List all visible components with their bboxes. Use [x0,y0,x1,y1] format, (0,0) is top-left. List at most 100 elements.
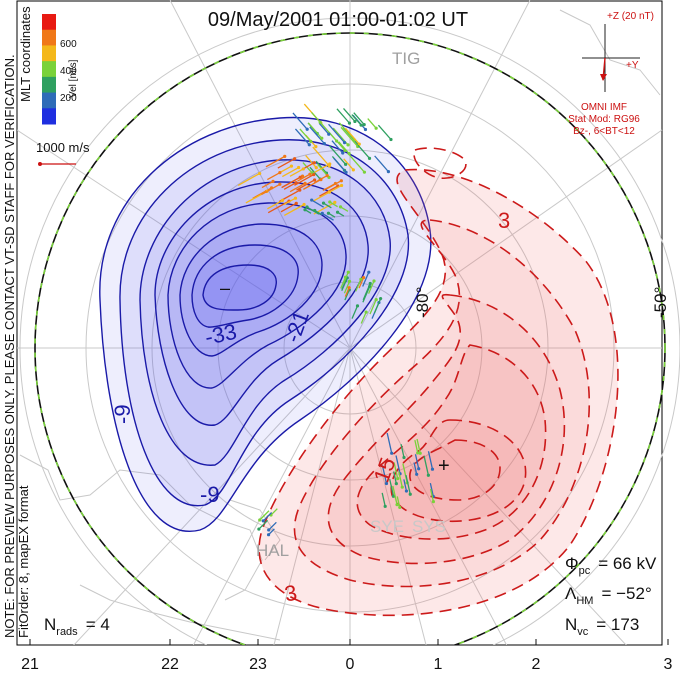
velocity-vector-origin [396,476,400,481]
velocity-vector-origin [312,178,317,182]
velocity-vector [400,443,405,458]
velocity-vector-origin [266,533,271,537]
velocity-vector-origin [283,154,287,158]
velocity-vectors [237,103,436,537]
contour-label-pos-3-top: 3 [498,208,510,233]
velocity-vector-origin [351,168,355,172]
velocity-vector [342,271,349,284]
velocity-vector-origin [367,156,372,160]
velocity-vector [344,289,350,301]
coordinate-label: MLT coordinates [18,6,33,102]
cross-polar-potential: Φpc = 66 kV [565,554,657,577]
velocity-vector-origin [346,270,350,274]
velocity-colorbar [42,14,56,125]
velocity-vector [318,122,330,135]
velocity-vector [355,278,362,292]
velocity-vector-origin [314,165,318,170]
velocity-vector-origin [258,518,262,522]
colorbar-swatch [42,61,56,78]
velocity-vector-origin [314,145,318,149]
imf-model-label: Stat Mod: RG96 [568,114,640,125]
velocity-vector [344,127,360,145]
velocity-vector [311,112,321,123]
velocity-vector [367,118,377,129]
velocity-vector [414,440,419,454]
mlt-tick-label: 21 [21,656,39,673]
velocity-vector-origin [333,200,337,204]
velocity-vector-origin [298,175,302,179]
velocity-vector-origin [344,162,348,166]
velocity-vector-origin [344,170,348,174]
velocity-vector-origin [293,157,297,161]
fit-order-note: FitOrder: 8, mapEX format [16,485,31,638]
vector-count: Nvc = 173 [565,615,639,638]
velocity-vector-origin [307,143,311,147]
velocity-vector-origin [374,298,378,302]
velocity-vector-origin [267,528,271,532]
contour-label-neg-9-bottom: -9 [200,482,220,507]
velocity-vector [374,155,389,173]
velocity-vector-origin [303,208,307,212]
velocity-vector-origin [297,165,301,170]
velocity-vector [315,160,327,174]
velocity-vector [280,202,297,213]
potential-min-marker: – [220,278,230,298]
colorbar-swatch [42,76,56,94]
velocity-vector-origin [325,174,329,178]
velocity-vector [314,163,331,173]
velocity-vector-origin [431,500,436,504]
hm-latitude: ΛHM = −52° [565,584,652,607]
velocity-vector [265,155,286,168]
velocity-vector-origin [391,494,396,498]
velocity-vector-origin [389,137,393,142]
imf-panel [582,24,640,92]
velocity-vector-origin [362,170,367,174]
velocity-vector [373,298,382,314]
velocity-vector [279,165,292,173]
velocity-vector-origin [347,121,352,125]
radar-label-hal: HAL [256,541,289,560]
velocity-vector-origin [368,284,372,289]
velocity-vector-origin [327,132,331,136]
velocity-vector [307,122,323,139]
velocity-vector [369,299,377,315]
velocity-vector-origin [339,183,344,188]
velocity-vector-origin [309,139,313,143]
velocity-vector-origin [363,127,368,132]
velocity-vector [311,199,324,208]
radar-label-sye: SYE [370,517,404,536]
velocity-vector [429,483,434,497]
velocity-vector [237,172,260,186]
velocity-vector [302,162,313,174]
velocity-vector-origin [361,275,366,280]
lat-label-80: -80° [413,287,432,318]
velocity-vector-origin [278,171,282,175]
velocity-vector-origin [294,181,298,185]
velocity-vector-origin [293,196,298,200]
velocity-vector [392,485,398,505]
velocity-vector-origin [320,136,324,140]
velocity-vector-origin [328,200,332,204]
radar-count: Nrads = 4 [44,615,110,638]
velocity-vector-origin [408,492,412,496]
velocity-vector-origin [335,210,340,214]
velocity-vector-origin [318,120,322,124]
contour-label-pos-3-bottom: 3 [283,580,299,607]
velocity-vector-origin [302,202,306,207]
velocity-vector [360,311,367,324]
velocity-vector [405,474,411,495]
velocity-vector-origin [394,482,398,486]
velocity-vector-origin [257,527,261,531]
velocity-vector-origin [430,467,435,471]
contour-label-neg-9-left: -9 [110,404,135,424]
velocity-vector [413,462,418,475]
velocity-vector-origin [426,473,430,477]
velocity-vector [328,123,346,144]
velocity-vector [292,112,308,130]
colorbar-swatch [42,45,56,62]
velocity-scale-label: 1000 m/s [36,140,90,155]
velocity-vector-origin [321,201,326,205]
mlt-tick-label: 2 [532,656,541,673]
velocity-vector [336,108,350,124]
velocity-vector [362,271,370,287]
